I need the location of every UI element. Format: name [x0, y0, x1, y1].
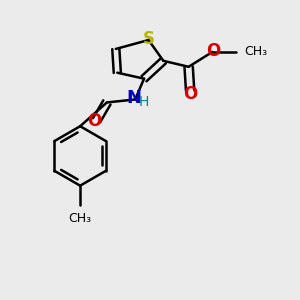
Text: N: N [126, 89, 141, 107]
Text: CH₃: CH₃ [69, 212, 92, 224]
Text: S: S [142, 29, 154, 47]
Text: O: O [87, 112, 101, 130]
Text: O: O [206, 42, 220, 60]
Text: CH₃: CH₃ [244, 45, 268, 58]
Text: H: H [139, 95, 149, 109]
Text: O: O [184, 85, 198, 103]
